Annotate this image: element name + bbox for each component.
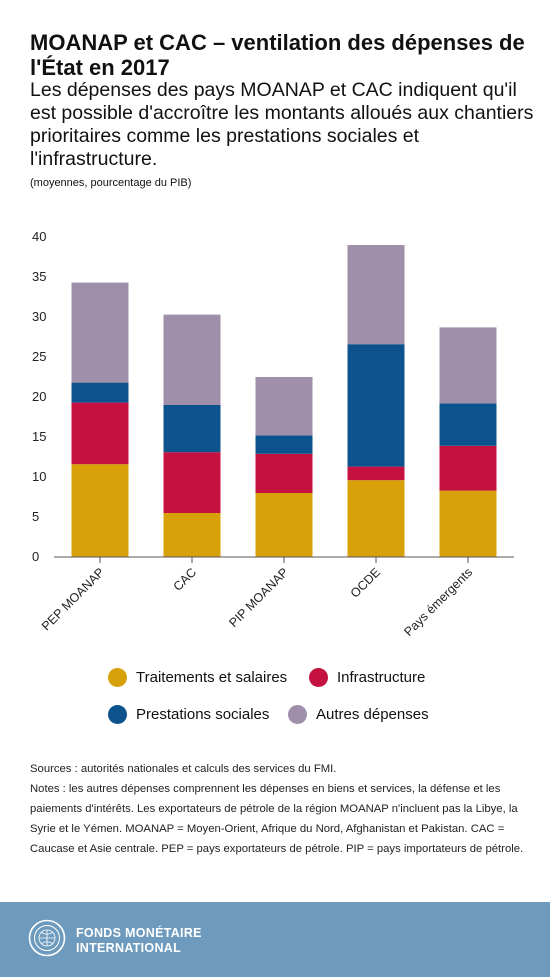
- bar-segment: [439, 445, 497, 491]
- bar-segment: [347, 480, 405, 557]
- y-tick-label: 20: [32, 389, 46, 404]
- legend-swatch-salaires: [108, 668, 127, 687]
- bar-segment: [439, 327, 497, 404]
- notes-text: Notes : les autres dépenses comprennent …: [30, 783, 524, 855]
- x-category-label: CAC: [171, 565, 200, 594]
- bar-segment: [255, 493, 313, 557]
- y-tick-label: 40: [32, 229, 46, 244]
- x-category-label: Pays émergents: [401, 565, 475, 639]
- bar-segment: [71, 282, 129, 383]
- bar-segment: [71, 402, 129, 465]
- bar-segment: [255, 377, 313, 436]
- y-tick-label: 0: [32, 549, 39, 564]
- y-tick-label: 5: [32, 509, 39, 524]
- legend-label-prestations: Prestations sociales: [136, 706, 270, 723]
- legend-item-prestations: Prestations sociales: [108, 705, 269, 724]
- bar-segment: [439, 490, 497, 557]
- footer-bar: FONDS MONÉTAIRE INTERNATIONAL: [0, 902, 550, 977]
- bar-segment: [163, 513, 221, 557]
- y-tick-label: 10: [32, 469, 46, 484]
- y-tick-label: 25: [32, 349, 46, 364]
- legend-item-infrastructure: Infrastructure: [309, 668, 425, 687]
- legend-swatch-autres: [288, 705, 307, 724]
- unit-label: (moyennes, pourcentage du PIB): [30, 177, 192, 189]
- bar-segment: [71, 382, 129, 403]
- organization-name: FONDS MONÉTAIRE INTERNATIONAL: [76, 926, 202, 956]
- bar-segment: [347, 344, 405, 467]
- chart-notes: Sources : autorités nationales et calcul…: [30, 759, 526, 859]
- bar-segment: [439, 403, 497, 446]
- legend-item-salaires: Traitements et salaires: [108, 668, 287, 687]
- bar-segment: [163, 314, 221, 405]
- y-tick-label: 35: [32, 269, 46, 284]
- bar-segment: [255, 435, 313, 454]
- y-tick-label: 15: [32, 429, 46, 444]
- org-name-line2: INTERNATIONAL: [76, 941, 182, 955]
- bar-segment: [163, 405, 221, 453]
- bar-segment: [71, 464, 129, 557]
- chart-subtitle: Les dépenses des pays MOANAP et CAC indi…: [30, 79, 534, 170]
- y-tick-label: 30: [32, 309, 46, 324]
- bar-segment: [347, 245, 405, 345]
- legend-label-infrastructure: Infrastructure: [337, 669, 426, 686]
- legend-label-salaires: Traitements et salaires: [136, 669, 288, 686]
- imf-seal-logo: [28, 919, 66, 957]
- sources-text: Sources : autorités nationales et calcul…: [30, 763, 337, 775]
- bar-segment: [347, 466, 405, 481]
- bar-segment: [255, 453, 313, 493]
- x-category-label: PEP MOANAP: [39, 565, 107, 633]
- org-name-line1: FONDS MONÉTAIRE: [76, 926, 202, 940]
- bar-segment: [163, 452, 221, 513]
- legend-label-autres: Autres dépenses: [316, 706, 429, 723]
- x-category-label: PIP MOANAP: [226, 565, 291, 630]
- legend-swatch-prestations: [108, 705, 127, 724]
- legend-swatch-infrastructure: [309, 668, 328, 687]
- chart-title: MOANAP et CAC – ventilation des dépenses…: [30, 30, 525, 80]
- legend-item-autres: Autres dépenses: [288, 705, 429, 724]
- stacked-bar-chart: 0 5 10 15 20 25 30 35 40 PEP MOANAP CAC PIP MOANAP O…: [32, 229, 514, 639]
- x-category-label: OCDE: [348, 565, 383, 600]
